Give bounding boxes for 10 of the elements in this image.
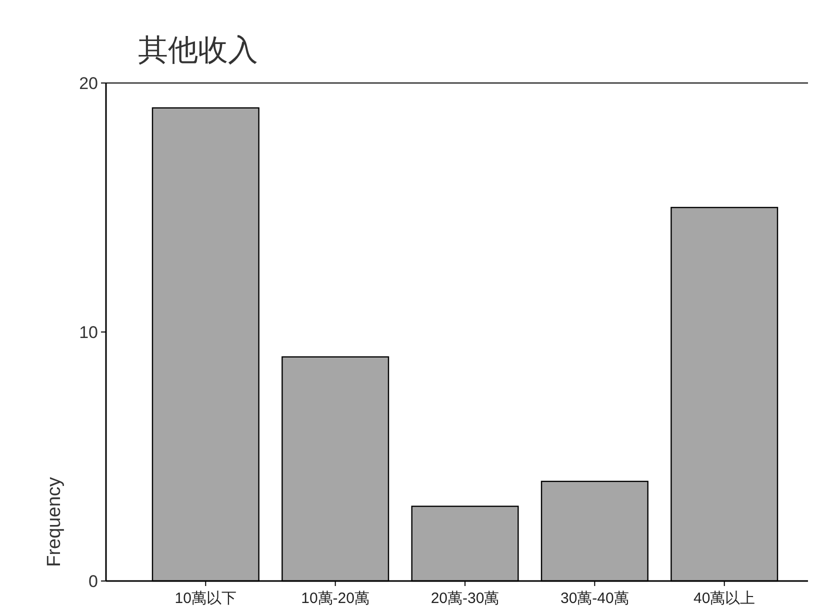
x-tick-label: 20萬-30萬 xyxy=(430,590,500,607)
y-tick-label: 20 xyxy=(79,74,98,93)
x-tick-label: 40萬以上 xyxy=(694,590,756,607)
y-axis-title: Frequency xyxy=(44,476,65,567)
y-tick-label: 10 xyxy=(79,322,98,342)
x-tick-label: 10萬以下 xyxy=(174,590,236,607)
y-tick-label: 0 xyxy=(88,572,98,591)
chart-title: 其他收入 xyxy=(138,34,258,67)
x-tick-label: 30萬-40萬 xyxy=(560,590,629,607)
x-tick-label: 10萬-20萬 xyxy=(301,590,370,607)
